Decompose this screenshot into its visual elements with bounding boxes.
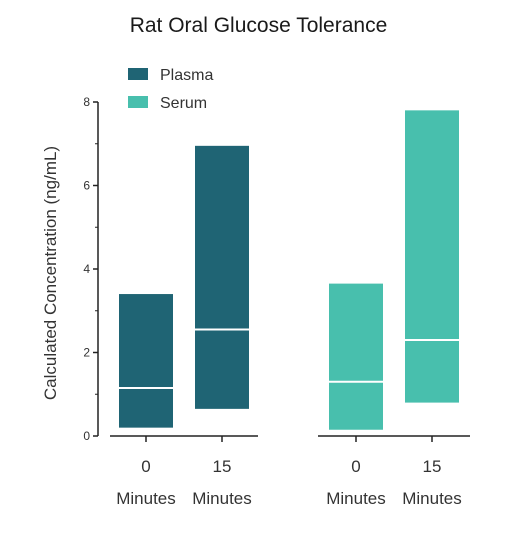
- y-axis-label: Calculated Concentration (ng/mL): [41, 146, 60, 400]
- legend-label-plasma: Plasma: [160, 67, 213, 84]
- y-tick-label: 2: [83, 346, 90, 360]
- y-tick-label: 6: [83, 179, 90, 193]
- bar-serum-15: [405, 110, 459, 403]
- legend-swatch-plasma: [128, 68, 148, 80]
- x-tick-sublabel: Minutes: [192, 489, 252, 508]
- legend-label-serum: Serum: [160, 95, 207, 112]
- legend-swatch-serum: [128, 96, 148, 108]
- bar-serum-0: [329, 283, 383, 430]
- bar-plasma-0: [119, 294, 173, 428]
- chart-title: Rat Oral Glucose Tolerance: [129, 14, 388, 37]
- y-tick-label: 4: [83, 262, 90, 276]
- y-tick-label: 0: [83, 429, 90, 443]
- bar-plasma-15: [195, 145, 249, 409]
- x-tick-label: 15: [423, 457, 442, 476]
- x-tick-sublabel: Minutes: [116, 489, 176, 508]
- y-tick-label: 8: [83, 95, 90, 109]
- x-tick-label: 15: [213, 457, 232, 476]
- x-tick-label: 0: [141, 457, 150, 476]
- x-tick-label: 0: [351, 457, 360, 476]
- x-tick-sublabel: Minutes: [326, 489, 386, 508]
- x-tick-sublabel: Minutes: [402, 489, 462, 508]
